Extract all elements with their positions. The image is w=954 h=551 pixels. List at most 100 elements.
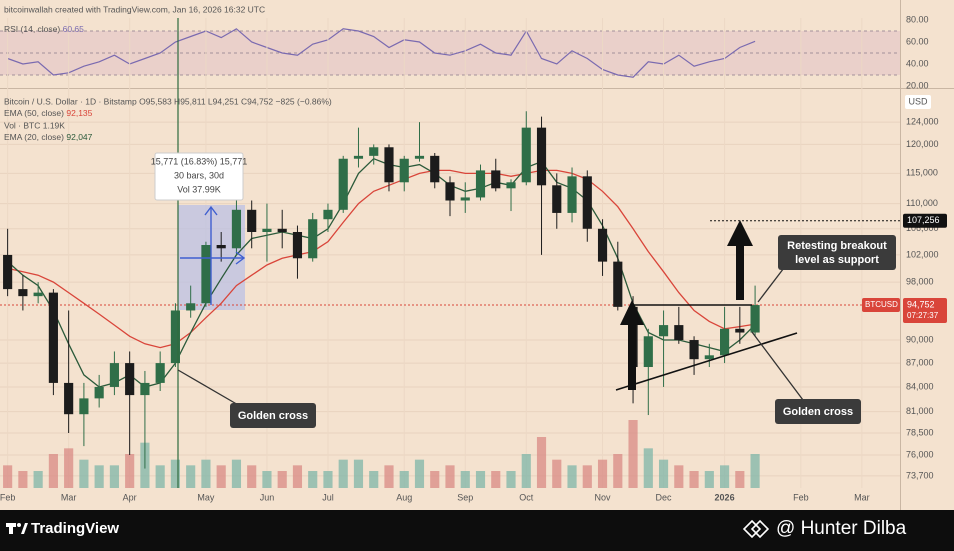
candle-body	[704, 355, 714, 360]
candle-body	[109, 363, 119, 387]
legend: EMA (50, close) 92,135 Vol · BTC 1.19K EM…	[4, 108, 93, 142]
rsi-tick-label: 80.00	[906, 14, 929, 24]
volume-bar	[399, 471, 409, 488]
x-tick-label: Mar	[61, 492, 77, 502]
volume-bar	[445, 465, 455, 488]
candle-body	[125, 363, 135, 396]
volume-bar	[3, 465, 13, 488]
volume-bar	[475, 471, 486, 488]
measure-arrows	[180, 205, 246, 305]
legend-part: 92,047	[66, 132, 92, 142]
candle-body	[353, 155, 364, 159]
volume-bar	[125, 454, 135, 488]
measure-text: 15,771 (16.83%) 15,771	[151, 156, 248, 166]
candle-body	[33, 292, 43, 297]
rsi-tick-label: 40.00	[906, 58, 929, 68]
x-tick-label: Apr	[123, 492, 137, 502]
candle-body	[155, 363, 165, 383]
candle-body	[170, 310, 180, 364]
candle-body	[552, 185, 562, 213]
volume-bar	[735, 471, 745, 488]
rsi-tick-label: 20.00	[906, 80, 929, 90]
y-tick-label: 106,000	[906, 223, 939, 233]
pane-divider	[0, 88, 954, 89]
volume-bar	[582, 465, 592, 488]
volume-bar	[201, 459, 211, 488]
price-pane	[0, 111, 900, 469]
candle-body	[262, 228, 272, 232]
pattern-lines	[615, 304, 798, 391]
x-tick-label: Sep	[457, 492, 473, 502]
callout-text: Golden cross	[783, 406, 853, 418]
volume-bar	[689, 471, 699, 488]
volume-bar	[338, 459, 348, 488]
candle-body	[79, 398, 89, 415]
volume-bar	[155, 465, 165, 488]
x-tick-label: 2026	[715, 492, 735, 502]
candle-body	[521, 127, 531, 183]
volume-bar	[414, 459, 425, 488]
volume-bar	[262, 471, 272, 488]
candle-body	[384, 147, 394, 183]
y-tick-label: 84,000	[906, 381, 934, 391]
volume-bar	[750, 454, 760, 488]
y-tick-label: 115,000	[906, 168, 938, 178]
volume-bar	[170, 459, 180, 488]
legend: Vol · BTC 1.19K	[4, 120, 65, 130]
x-tick-label: Dec	[656, 492, 673, 502]
candle-body	[414, 155, 425, 159]
legend: EMA (20, close) 92,047	[4, 132, 93, 142]
rsi-line	[7, 28, 756, 78]
y-tick-label: 78,500	[906, 427, 934, 437]
callout-box	[778, 235, 896, 270]
volume-bar	[216, 465, 226, 488]
legend-part: EMA (50, close)	[4, 108, 64, 118]
volume-bar	[48, 454, 58, 488]
candle-body	[201, 245, 211, 304]
candle-body	[735, 328, 745, 333]
currency: USD	[908, 96, 928, 106]
callout-text: level as support	[795, 254, 879, 266]
volume-bar	[658, 459, 669, 488]
legend: Bitcoin / U.S. Dollar · 1D · Bitstamp O9…	[4, 96, 332, 106]
candle-body	[3, 254, 13, 290]
credit-icon	[742, 519, 770, 539]
volume-bar	[353, 459, 364, 488]
volume-bar	[369, 471, 379, 488]
candle-body	[475, 170, 486, 198]
volume-bar	[186, 465, 196, 488]
x-tick-label: Nov	[595, 492, 612, 502]
volume-bar	[308, 471, 318, 488]
axis: 124,000 120,000 115,000 110,000 106,000 102,0…	[0, 14, 947, 502]
measure-text: 30 bars, 30d	[174, 170, 224, 180]
candle-body	[658, 325, 669, 337]
candle-body	[430, 155, 440, 183]
legend: EMA (50, close) 92,135	[4, 108, 93, 118]
candle-body	[720, 328, 730, 356]
x-tick-label: Aug	[396, 492, 412, 502]
candle-body	[674, 325, 684, 341]
candle-body	[369, 147, 379, 156]
measure-tooltip	[154, 152, 244, 201]
volume-bar	[552, 459, 562, 488]
volume-bar	[597, 459, 608, 488]
volume-bar	[109, 465, 119, 488]
volume-bar	[628, 420, 638, 488]
candle-body	[445, 182, 455, 201]
footer-brand: TradingView	[31, 520, 119, 537]
volume-bar	[491, 471, 501, 488]
volume-bar	[536, 437, 547, 488]
volume-bar	[64, 448, 74, 488]
header: bitcoinwallah created with TradingView.c…	[4, 4, 265, 14]
legend-part: 92,135	[66, 108, 92, 118]
rsi-tick-label: 60.00	[906, 36, 929, 46]
callout-text: Golden cross	[238, 410, 308, 422]
price-box	[903, 298, 947, 324]
volume-bar	[460, 471, 470, 488]
volume-bar	[277, 471, 287, 488]
symbol-box	[862, 298, 900, 313]
rsi-legend: RSI (14, close) 60.65	[4, 24, 84, 34]
currency-box	[905, 95, 931, 109]
volume-bar	[613, 454, 623, 488]
candle-body	[506, 182, 516, 189]
